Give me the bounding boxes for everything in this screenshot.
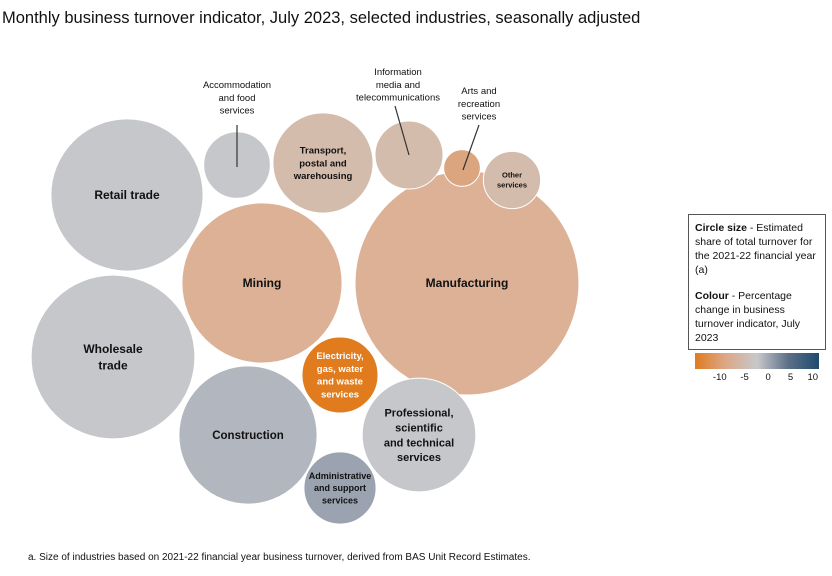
bubble-accommodation-and-food-services: Accommodation and food services [203, 80, 271, 199]
leader-line [394, 105, 410, 156]
bubble-circle [482, 150, 542, 210]
chart-title: Monthly business turnover indicator, Jul… [2, 9, 641, 27]
bubble-circle [443, 149, 481, 187]
bubble-label: Mining [243, 276, 282, 290]
legend-colour-text: Colour - Percentage change in business t… [695, 289, 819, 345]
bubble-administrative-and-support-services: Administrative and support services [303, 451, 377, 525]
bubble-label: Retail trade [94, 188, 160, 202]
colour-scale-bar [695, 353, 819, 369]
legend: Circle size - Estimated share of total t… [688, 214, 826, 383]
bubble-construction: Construction [178, 365, 318, 505]
bubble-label: Arts and recreation services [458, 86, 500, 123]
bubble-circle [361, 377, 477, 493]
scale-tick: 10 [807, 372, 819, 383]
legend-size-desc: - Estimated share of total turnover for … [695, 222, 816, 276]
leader-line [462, 124, 480, 171]
bubble-other-services: Other services [482, 150, 542, 210]
bubble-circle [272, 112, 374, 214]
bubble-retail-trade: Retail trade [50, 118, 204, 272]
bubble-label: Electricity, gas, water and waste services [316, 351, 363, 400]
bubble-circle [181, 202, 343, 364]
bubble-label: Transport, postal and warehousing [293, 146, 353, 183]
bubble-circle [178, 365, 318, 505]
legend-size-text: Circle size - Estimated share of total t… [695, 221, 819, 277]
bubble-circle [30, 274, 196, 440]
bubble-label: Accommodation and food services [203, 80, 271, 117]
legend-size-heading: Circle size [695, 222, 747, 234]
bubble-circle [50, 118, 204, 272]
bubble-mining: Mining [181, 202, 343, 364]
bubble-label: Information media and telecommunications [356, 67, 440, 104]
scale-tick: -10 [712, 372, 727, 383]
legend-colour-heading: Colour [695, 290, 729, 302]
colour-scale-ticks: -10 -5 0 5 10 [695, 369, 819, 383]
bubble-electricity-gas-water-and-waste-services: Electricity, gas, water and waste services [301, 336, 379, 414]
bubble-label: Manufacturing [426, 276, 509, 290]
bubble-label: Administrative and support services [309, 471, 372, 505]
bubble-circle [303, 451, 377, 525]
bubble-label: Wholesale trade [83, 342, 143, 372]
legend-colour-desc: - Percentage change in business turnover… [695, 290, 801, 344]
bubble-wholesale-trade: Wholesale trade [30, 274, 196, 440]
bubble-circle [301, 336, 379, 414]
scale-tick: 5 [787, 372, 794, 383]
bubble-information-media-and-telecommunications: Information media and telecommunications [356, 67, 444, 190]
scale-tick: -5 [740, 372, 749, 383]
bubble-label: Construction [212, 430, 284, 442]
bubble-arts-and-recreation-services: Arts and recreation services [443, 86, 500, 187]
bubble-manufacturing: Manufacturing [354, 170, 580, 396]
footnote: a. Size of industries based on 2021-22 f… [28, 552, 531, 563]
scale-tick: 0 [765, 372, 771, 383]
bubble-professional-scientific-and-technical-services: Professional, scientific and technical serv… [361, 377, 477, 493]
bubble-label: Professional, scientific and technical serv… [384, 408, 454, 465]
bubble-label: Other services [497, 171, 527, 190]
bubble-transport-postal-and-warehousing: Transport, postal and warehousing [272, 112, 374, 214]
